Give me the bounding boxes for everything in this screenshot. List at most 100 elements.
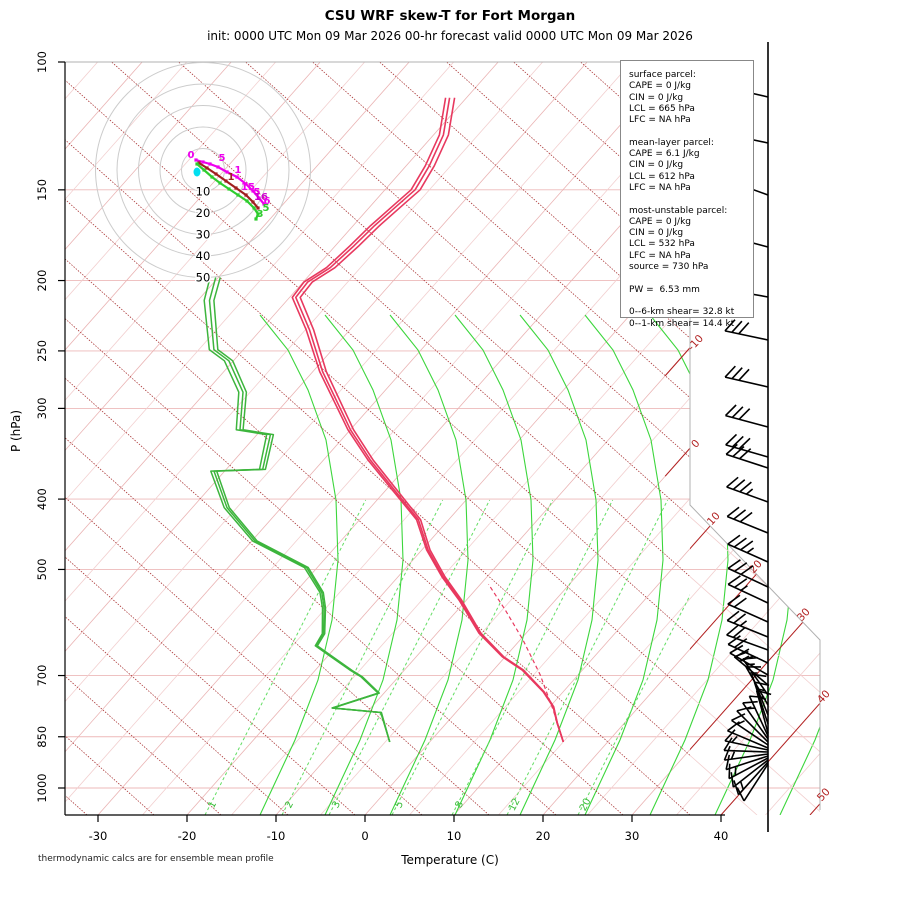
x-tick-label: -10 xyxy=(267,829,286,843)
x-axis-title: Temperature (C) xyxy=(401,853,499,867)
wind-barb-feather xyxy=(727,594,741,605)
wind-barb-shaft xyxy=(753,681,769,725)
y-tick-label: 250 xyxy=(35,340,49,362)
isotherm-line xyxy=(0,62,9,815)
wind-barb-feather xyxy=(751,673,767,678)
y-axis-title: P (hPa) xyxy=(9,409,23,453)
info-box-line: CIN = 0 J/kg xyxy=(629,228,684,239)
hodograph-ring-label: 50 xyxy=(196,271,211,285)
info-box-line xyxy=(629,273,749,284)
wind-barb-feather xyxy=(731,367,743,380)
wind-barb-feather xyxy=(754,681,770,687)
x-tick-label: -20 xyxy=(178,829,197,843)
wind-barb-halffeather xyxy=(745,488,754,495)
x-tick-label: 20 xyxy=(536,829,551,843)
hodo-point-label: 5 xyxy=(263,203,270,214)
dry-adiabat-line xyxy=(65,62,690,815)
isotherm-label: 30 xyxy=(795,606,813,624)
hodo-point-marker xyxy=(201,160,205,164)
isotherm-line xyxy=(320,62,820,815)
wind-barb-feather xyxy=(727,575,741,586)
footnote-text: thermodynamic calcs are for ensemble mea… xyxy=(38,854,274,864)
isotherm-line xyxy=(542,62,820,815)
wind-barb-feather xyxy=(729,644,744,654)
x-tick-label: 0 xyxy=(361,829,368,843)
dry-adiabat-ext xyxy=(0,62,489,815)
dry-adiabat-line xyxy=(65,62,690,815)
hodo-point-marker xyxy=(236,193,240,197)
hodo-point-label: 5 xyxy=(219,153,226,164)
wind-barb-shaft xyxy=(724,376,769,388)
x-tick-label: 30 xyxy=(625,829,640,843)
dry-adiabat-ext xyxy=(0,62,556,815)
hodo-point-marker xyxy=(208,162,212,166)
hodo-point-marker xyxy=(256,206,260,210)
dry-adiabat-line xyxy=(65,62,690,815)
wind-barb-feather xyxy=(734,638,748,649)
hodo-point-marker xyxy=(197,161,201,165)
hodo-point-label: 3 xyxy=(257,209,264,220)
wind-barb-feather xyxy=(740,540,754,551)
hodo-point-label: 15 xyxy=(241,182,255,193)
wind-barb-shaft xyxy=(725,414,769,428)
wind-barb-shaft xyxy=(725,444,769,458)
isotherm-line xyxy=(676,62,820,815)
wind-barb-shaft xyxy=(725,755,769,771)
wind-barb-feather xyxy=(724,365,736,378)
wind-barb-shaft xyxy=(726,515,769,534)
info-box-line: mean-layer parcel: xyxy=(629,137,714,148)
parcel-info-box: surface parcel: CAPE = 0 J/kg CIN = 0 J/kg… xyxy=(620,60,754,329)
hodograph-ring xyxy=(95,62,311,278)
wind-barb-feather xyxy=(725,754,731,770)
hodo-point-label: 1 xyxy=(235,165,242,176)
wind-barb-feather xyxy=(749,695,765,699)
y-tick-label: 400 xyxy=(35,488,49,510)
wind-barb-feather xyxy=(724,404,737,417)
hodo-point-label: 5 xyxy=(254,187,261,198)
hodo-point-marker xyxy=(195,162,199,166)
hodo-point-marker xyxy=(244,193,248,197)
wind-barb-halffeather xyxy=(756,688,765,692)
info-box-line: LCL = 612 hPa xyxy=(629,171,695,182)
hodo-trace-green xyxy=(196,163,260,220)
info-box-line: 0--6-km shear= 32.8 kt xyxy=(629,307,735,318)
isotherm-label: 10 xyxy=(705,510,723,528)
hodo-point-marker xyxy=(227,187,231,191)
hodo-point-marker xyxy=(254,217,258,221)
dry-adiabat-line xyxy=(65,62,222,815)
wind-barb-halffeather xyxy=(740,781,745,790)
dry-adiabat-ext xyxy=(690,505,820,815)
moist-adiabat-line xyxy=(649,314,729,815)
info-box-line: CIN = 0 J/kg xyxy=(629,92,684,103)
wind-barb-shaft xyxy=(732,759,769,788)
dry-adiabat-line xyxy=(65,62,490,815)
wind-barb-feather xyxy=(734,650,749,658)
wind-barb-feather xyxy=(734,578,748,589)
dry-adiabat-ext xyxy=(0,62,221,815)
storm-motion-dot xyxy=(193,167,201,177)
wind-barb-feather xyxy=(724,729,736,742)
wind-barb-shaft xyxy=(737,761,769,796)
x-tick-label: 40 xyxy=(714,829,729,843)
dry-adiabat-line xyxy=(245,62,690,815)
wind-barb-shaft xyxy=(750,673,769,716)
wind-barb-feather xyxy=(728,763,731,779)
wind-barb-feather xyxy=(738,368,750,381)
wind-barb-feather xyxy=(736,787,745,802)
info-box-line: most-unstable parcel: xyxy=(629,205,728,216)
mixing-ratio-line xyxy=(506,499,669,815)
wind-barb-feather xyxy=(739,448,752,460)
hodo-point-marker xyxy=(251,200,255,204)
info-box-line: CAPE = 6.1 J/kg xyxy=(629,149,700,160)
isotherm-line xyxy=(65,62,365,815)
parcel-trace xyxy=(487,583,564,743)
moist-adiabat-line xyxy=(389,314,469,815)
hodograph-ring-label: 30 xyxy=(196,228,211,242)
y-tick-label: 200 xyxy=(35,270,49,292)
hodo-point-marker xyxy=(245,199,249,203)
isotherm-line xyxy=(855,62,900,815)
info-box-line: surface parcel: xyxy=(629,70,696,80)
wind-barb-feather xyxy=(733,613,747,624)
hodo-point-label: 6 xyxy=(264,196,271,207)
